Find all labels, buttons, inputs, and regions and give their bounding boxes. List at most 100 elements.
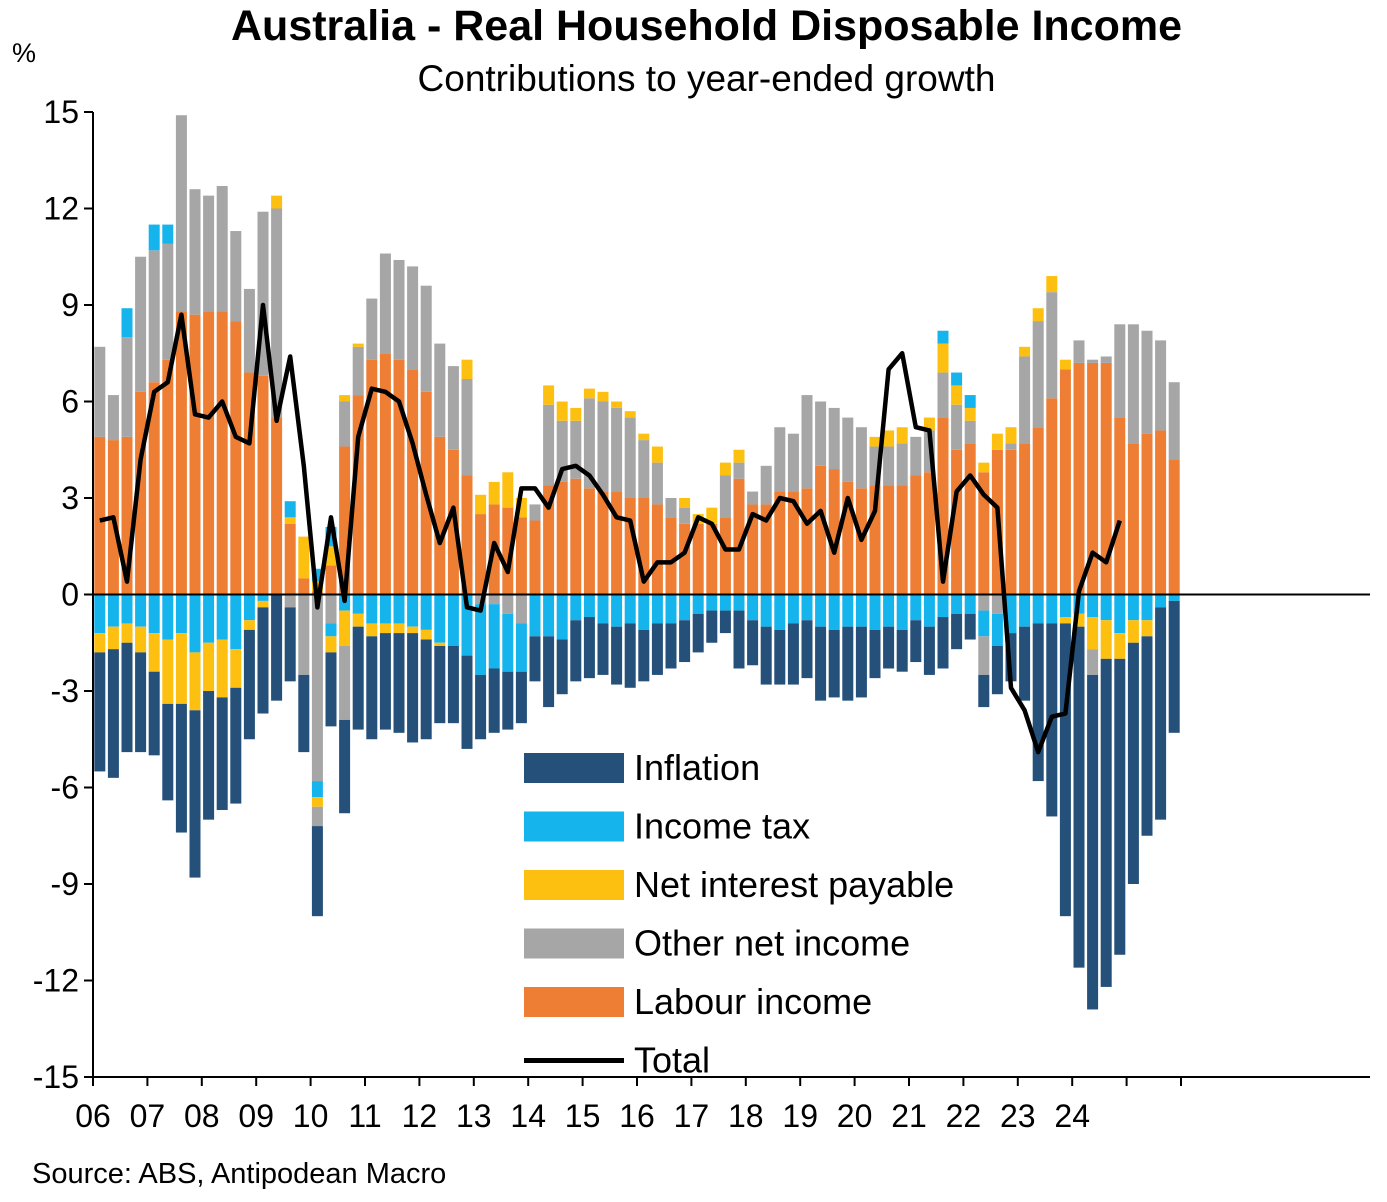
bar-segment-income-tax — [189, 594, 201, 653]
bar-segment-income-tax — [665, 594, 677, 624]
bar-segment-inflation — [651, 623, 663, 675]
bar-segment-inflation — [665, 623, 677, 669]
bar-segment-income-tax — [883, 594, 895, 627]
bar-segment-labour — [203, 311, 215, 595]
x-tick-label: 10 — [293, 1098, 329, 1134]
bar-segment-labour — [624, 498, 636, 595]
bar-segment-other-net — [135, 256, 147, 392]
bar-segment-net-interest — [896, 427, 908, 444]
bar-segment-other-net — [964, 420, 976, 444]
bar-segment-labour — [94, 436, 106, 595]
bar-segment-other-net — [665, 498, 677, 518]
bar-segment-other-net — [842, 417, 854, 482]
bar-segment-net-interest — [638, 433, 650, 441]
x-tick-label: 19 — [782, 1098, 818, 1134]
bar-segment-inflation — [910, 620, 922, 663]
bar-segment-inflation — [923, 626, 935, 675]
bar-segment-other-net — [379, 253, 391, 354]
bar-segment-net-interest — [978, 462, 990, 473]
bar-segment-labour — [175, 311, 187, 595]
bar-segment-net-interest — [1032, 308, 1044, 322]
bar-segment-other-net — [624, 417, 636, 498]
bar-segment-net-interest — [339, 395, 351, 402]
bar-segment-labour — [230, 321, 242, 595]
bar-segment-net-interest — [298, 536, 310, 579]
bar-segment-other-net — [611, 407, 623, 492]
bar-segment-income-tax — [570, 594, 582, 621]
bar-segment-inflation — [706, 610, 718, 643]
bar-segment-net-interest — [1114, 633, 1126, 659]
legend-label: Total — [634, 1040, 710, 1081]
y-tick-label: -15 — [33, 1059, 79, 1095]
bar-segment-inflation — [869, 629, 881, 679]
y-tick-label: -9 — [51, 866, 79, 902]
bar-segment-income-tax — [515, 623, 527, 672]
source-note: Source: ABS, Antipodean Macro — [32, 1158, 447, 1190]
legend-swatch-other-net — [524, 928, 624, 959]
bar-segment-income-tax — [257, 594, 269, 601]
bar-segment-net-interest — [434, 642, 446, 646]
legend-label: Labour income — [634, 981, 872, 1022]
bar-segment-other-net — [488, 594, 500, 605]
bar-segment-net-interest — [583, 388, 595, 399]
bar-segment-income-tax — [692, 594, 704, 614]
bar-segment-net-interest — [570, 407, 582, 421]
bar-segment-inflation — [1127, 642, 1139, 884]
bar-segment-other-net — [1087, 359, 1099, 363]
bar-segment-other-net — [543, 404, 555, 486]
bar-segment-other-net — [978, 636, 990, 675]
bar-segment-labour — [379, 353, 391, 595]
legend-label: Income tax — [634, 806, 810, 847]
bar-segment-inflation — [1032, 623, 1044, 782]
bar-segment-other-net — [815, 401, 827, 466]
bar-segment-income-tax — [475, 604, 487, 675]
bar-segment-other-net — [937, 372, 949, 418]
bar-segment-income-tax — [679, 594, 691, 621]
bar-segment-net-interest — [719, 462, 731, 476]
bar-segment-other-net — [107, 395, 119, 441]
bar-segment-inflation — [434, 645, 446, 724]
chart-title: Australia - Real Household Disposable In… — [231, 2, 1182, 50]
bar-segment-other-net — [1046, 292, 1058, 399]
bar-segment-other-net — [420, 285, 432, 392]
bar-segment-net-interest — [107, 626, 119, 650]
bar-segment-other-net — [679, 507, 691, 524]
bar-segment-income-tax — [447, 594, 459, 646]
y-tick-label: 15 — [43, 94, 79, 130]
bar-segment-inflation — [1100, 658, 1112, 987]
bar-segment-labour — [1168, 459, 1180, 595]
bar-segment-income-tax — [121, 308, 133, 338]
bar-segment-income-tax — [638, 594, 650, 630]
bar-segment-net-interest — [733, 449, 745, 463]
bar-segment-net-interest — [230, 649, 242, 688]
bar-segment-other-net — [434, 343, 446, 437]
bar-segment-income-tax — [747, 594, 759, 621]
bar-segment-other-net — [407, 266, 419, 370]
legend-label: Inflation — [634, 747, 760, 788]
bar-segment-other-net — [1005, 443, 1017, 450]
bar-segment-net-interest — [393, 623, 405, 634]
bar-segment-inflation — [624, 623, 636, 688]
bar-segment-labour — [366, 359, 378, 595]
bar-segment-income-tax — [529, 594, 541, 637]
bar-segment-net-interest — [175, 633, 187, 704]
bar-segment-income-tax — [937, 330, 949, 344]
bar-segment-inflation — [393, 633, 405, 733]
bar-segment-other-net — [243, 288, 255, 373]
bar-segment-inflation — [815, 626, 827, 701]
bar-segment-other-net — [339, 645, 351, 720]
bar-segment-net-interest — [325, 546, 337, 566]
bar-segment-net-interest — [556, 401, 568, 421]
bar-segment-income-tax — [896, 594, 908, 630]
bar-segment-labour — [937, 417, 949, 595]
bar-segment-labour — [502, 507, 514, 595]
bar-segment-income-tax — [597, 594, 609, 624]
bar-segment-other-net — [951, 404, 963, 450]
bar-segment-other-net — [991, 594, 1003, 614]
bar-segment-inflation — [502, 671, 514, 730]
bar-segment-labour — [747, 504, 759, 595]
bar-segment-inflation — [515, 671, 527, 724]
bar-segment-net-interest — [1127, 620, 1139, 643]
y-tick-label: -3 — [51, 673, 79, 709]
bar-segment-net-interest — [964, 407, 976, 421]
